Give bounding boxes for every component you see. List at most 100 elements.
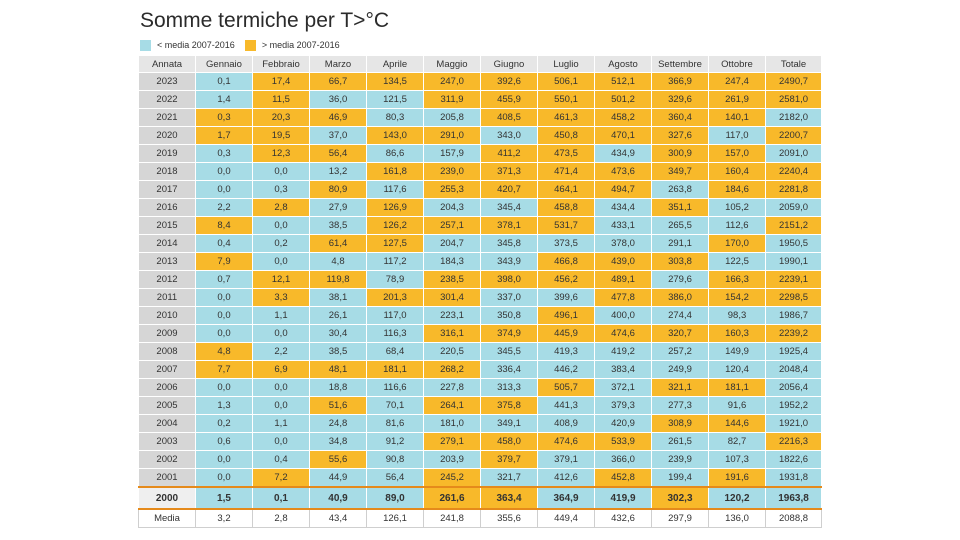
table-row: 2018 0,0 0,0 13,2 161,8 239,0 371,3 471,4 473,6 3… <box>138 162 822 181</box>
year-cell: 2001 <box>138 468 196 488</box>
value-cell: 121,5 <box>366 90 424 109</box>
value-cell: 40,9 <box>309 486 367 510</box>
year-cell: 2000 <box>138 486 196 510</box>
value-cell: 400,0 <box>594 306 652 325</box>
value-cell: 291,1 <box>651 234 709 253</box>
year-cell: 2017 <box>138 180 196 199</box>
value-cell: 379,3 <box>594 396 652 415</box>
value-cell: 398,0 <box>480 270 538 289</box>
value-cell: 336,4 <box>480 360 538 379</box>
total-cell: 2056,4 <box>765 378 822 397</box>
value-cell: 117,0 <box>708 126 766 145</box>
value-cell: 19,5 <box>252 126 310 145</box>
value-cell: 0,7 <box>195 270 253 289</box>
value-cell: 364,9 <box>537 486 595 510</box>
value-cell: 302,3 <box>651 486 709 510</box>
value-cell: 184,6 <box>708 180 766 199</box>
value-cell: 126,9 <box>366 198 424 217</box>
value-cell: 329,6 <box>651 90 709 109</box>
total-cell: 2216,3 <box>765 432 822 451</box>
media-value-cell: 3,2 <box>195 508 253 528</box>
value-cell: 90,8 <box>366 450 424 469</box>
media-value-cell: 43,4 <box>309 508 367 528</box>
value-cell: 127,5 <box>366 234 424 253</box>
table-row: 2008 4,8 2,2 38,5 68,4 220,5 345,5 419,3 419,2 25… <box>138 342 822 361</box>
value-cell: 261,5 <box>651 432 709 451</box>
value-cell: 30,4 <box>309 324 367 343</box>
value-cell: 117,6 <box>366 180 424 199</box>
total-cell: 2091,0 <box>765 144 822 163</box>
value-cell: 0,0 <box>252 162 310 181</box>
value-cell: 477,8 <box>594 288 652 307</box>
value-cell: 419,3 <box>537 342 595 361</box>
value-cell: 420,7 <box>480 180 538 199</box>
value-cell: 360,4 <box>651 108 709 127</box>
value-cell: 1,1 <box>252 306 310 325</box>
value-cell: 0,3 <box>252 180 310 199</box>
value-cell: 12,1 <box>252 270 310 289</box>
value-cell: 366,0 <box>594 450 652 469</box>
value-cell: 434,9 <box>594 144 652 163</box>
value-cell: 140,1 <box>708 108 766 127</box>
column-header: Luglio <box>537 55 595 73</box>
value-cell: 199,4 <box>651 468 709 488</box>
table-row: 2011 0,0 3,3 38,1 201,3 301,4 337,0 399,6 477,8 3… <box>138 288 822 307</box>
table-row: 2021 0,3 20,3 46,9 80,3 205,8 408,5 461,3 458,2 3… <box>138 108 822 127</box>
value-cell: 349,1 <box>480 414 538 433</box>
value-cell: 7,9 <box>195 252 253 271</box>
table-row: 2019 0,3 12,3 56,4 86,6 157,9 411,2 473,5 434,9 3… <box>138 144 822 163</box>
value-cell: 134,5 <box>366 72 424 91</box>
value-cell: 204,3 <box>423 198 481 217</box>
year-cell: 2011 <box>138 288 196 307</box>
value-cell: 268,2 <box>423 360 481 379</box>
value-cell: 373,5 <box>537 234 595 253</box>
value-cell: 81,6 <box>366 414 424 433</box>
total-cell: 2281,8 <box>765 180 822 199</box>
value-cell: 279,6 <box>651 270 709 289</box>
value-cell: 0,0 <box>195 468 253 488</box>
value-cell: 327,6 <box>651 126 709 145</box>
value-cell: 257,2 <box>651 342 709 361</box>
value-cell: 149,9 <box>708 342 766 361</box>
column-header: Marzo <box>309 55 367 73</box>
legend-above-swatch <box>244 39 256 51</box>
value-cell: 434,4 <box>594 198 652 217</box>
value-cell: 2,8 <box>252 198 310 217</box>
value-cell: 378,0 <box>594 234 652 253</box>
value-cell: 0,0 <box>195 306 253 325</box>
total-cell: 2048,4 <box>765 360 822 379</box>
year-cell: 2008 <box>138 342 196 361</box>
year-cell: 2010 <box>138 306 196 325</box>
heat-sum-table: Annata Gennaio Febbraio Marzo Aprile Maggio Gi… <box>138 55 822 528</box>
total-cell: 2239,1 <box>765 270 822 289</box>
year-cell: 2013 <box>138 252 196 271</box>
value-cell: 154,2 <box>708 288 766 307</box>
value-cell: 120,4 <box>708 360 766 379</box>
value-cell: 120,2 <box>708 486 766 510</box>
value-cell: 220,5 <box>423 342 481 361</box>
value-cell: 501,2 <box>594 90 652 109</box>
value-cell: 56,4 <box>309 144 367 163</box>
column-header: Ottobre <box>708 55 766 73</box>
table-row: 2022 1,4 11,5 36,0 121,5 311,9 455,9 550,1 501,2… <box>138 90 822 109</box>
value-cell: 56,4 <box>366 468 424 488</box>
value-cell: 6,9 <box>252 360 310 379</box>
table-row: 2012 0,7 12,1 119,8 78,9 238,5 398,0 456,2 489,1… <box>138 270 822 289</box>
year-cell: 2014 <box>138 234 196 253</box>
value-cell: 89,0 <box>366 486 424 510</box>
value-cell: 61,4 <box>309 234 367 253</box>
value-cell: 411,2 <box>480 144 538 163</box>
value-cell: 27,9 <box>309 198 367 217</box>
value-cell: 263,8 <box>651 180 709 199</box>
media-value-cell: 355,6 <box>480 508 538 528</box>
table-row: 2001 0,0 7,2 44,9 56,4 245,2 321,7 412,6 452,8 19… <box>138 468 822 488</box>
value-cell: 170,0 <box>708 234 766 253</box>
table-row: 2014 0,4 0,2 61,4 127,5 204,7 345,8 373,5 378,0 2… <box>138 234 822 253</box>
year-cell: 2020 <box>138 126 196 145</box>
value-cell: 205,8 <box>423 108 481 127</box>
year-cell: 2005 <box>138 396 196 415</box>
value-cell: 0,0 <box>252 396 310 415</box>
value-cell: 66,7 <box>309 72 367 91</box>
value-cell: 345,8 <box>480 234 538 253</box>
value-cell: 308,9 <box>651 414 709 433</box>
